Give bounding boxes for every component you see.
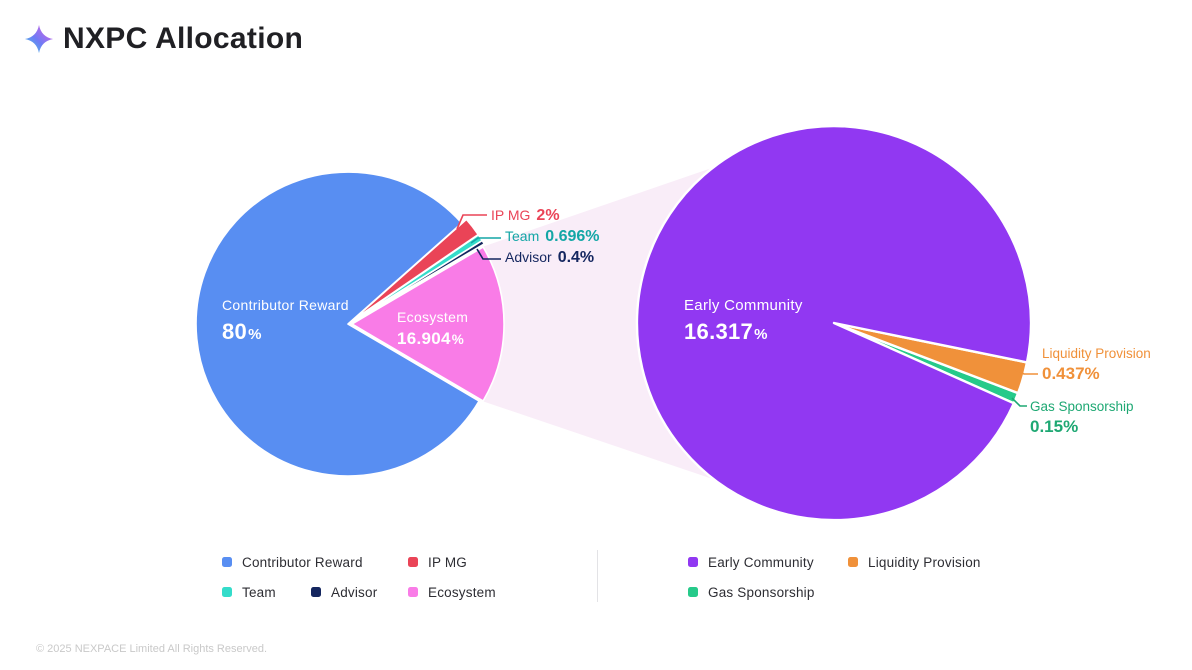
legend-swatch-ip-mg — [408, 557, 418, 567]
legend-swatch-advisor — [311, 587, 321, 597]
team-callout-label: Team 0.696% — [505, 228, 600, 245]
ecosystem-breakdown-pie — [635, 124, 1033, 522]
contributor-reward-name: Contributor Reward — [222, 297, 349, 313]
legend-label: Ecosystem — [428, 584, 496, 600]
early-community-name: Early Community — [684, 297, 803, 314]
slice-early-community — [635, 124, 1033, 522]
legend-item-team: Team — [222, 584, 311, 600]
legend-label: Team — [242, 584, 276, 600]
legend-item-early-community: Early Community — [688, 554, 848, 570]
gas-callout-line — [1011, 397, 1027, 407]
liquidity-callout-line — [1013, 368, 1038, 375]
legend-swatch-contributor-reward — [222, 557, 232, 567]
contributor-reward-value: 80% — [222, 319, 262, 344]
legend-label: IP MG — [428, 554, 468, 570]
ecosystem-name: Ecosystem — [397, 309, 469, 325]
legend-item-liquidity-provision: Liquidity Provision — [848, 554, 981, 570]
contributor-reward-label: Contributor Reward 80% — [222, 297, 349, 345]
legend-divider — [597, 550, 598, 602]
legend-item-ip-mg: IP MG — [408, 554, 496, 570]
ipmg-callout-line — [456, 214, 487, 230]
ecosystem-label: Ecosystem 16.904% — [397, 309, 468, 349]
early-community-label: Early Community 16.317% — [684, 297, 803, 345]
legend-label: Liquidity Provision — [868, 554, 981, 570]
slice-ip-mg — [351, 218, 479, 322]
team-callout-line — [470, 237, 501, 244]
legend-swatch-liquidity-provision — [848, 557, 858, 567]
legend-swatch-early-community — [688, 557, 698, 567]
legend-item-gas-sponsorship: Gas Sponsorship — [688, 584, 848, 600]
legend-label: Advisor — [331, 584, 378, 600]
legend-label: Contributor Reward — [242, 554, 363, 570]
legend-label: Gas Sponsorship — [708, 584, 815, 600]
main-allocation-pie — [195, 171, 505, 477]
legend-item-advisor: Advisor — [311, 584, 408, 600]
legend-label: Early Community — [708, 554, 814, 570]
legend-swatch-gas-sponsorship — [688, 587, 698, 597]
page-header: NXPC Allocation — [24, 22, 303, 56]
sparkle-icon — [24, 24, 54, 54]
ecosystem-value: 16.904% — [397, 329, 465, 348]
gas-callout-label: Gas Sponsorship 0.15% — [1030, 399, 1134, 436]
legend-item-contributor-reward: Contributor Reward — [222, 554, 408, 570]
legend-group-main: Contributor Reward IP MG Team Advisor Ecosys… — [222, 554, 496, 600]
liquidity-callout-label: Liquidity Provision 0.437% — [1042, 346, 1151, 383]
legend-swatch-team — [222, 587, 232, 597]
legend-swatch-ecosystem — [408, 587, 418, 597]
copyright-text: © 2025 NEXPACE Limited All Rights Reserv… — [36, 643, 268, 655]
legend-group-ecosystem: Early Community Liquidity Provision Gas Sp… — [688, 554, 981, 600]
ipmg-callout-label: IP MG 2% — [491, 207, 560, 224]
slice-contributor-reward — [195, 171, 480, 477]
advisor-callout-label: Advisor 0.4% — [505, 249, 595, 266]
advisor-callout-line — [476, 248, 501, 260]
early-community-value: 16.317% — [684, 319, 768, 344]
legend-item-ecosystem: Ecosystem — [408, 584, 496, 600]
page-title: NXPC Allocation — [63, 22, 304, 55]
